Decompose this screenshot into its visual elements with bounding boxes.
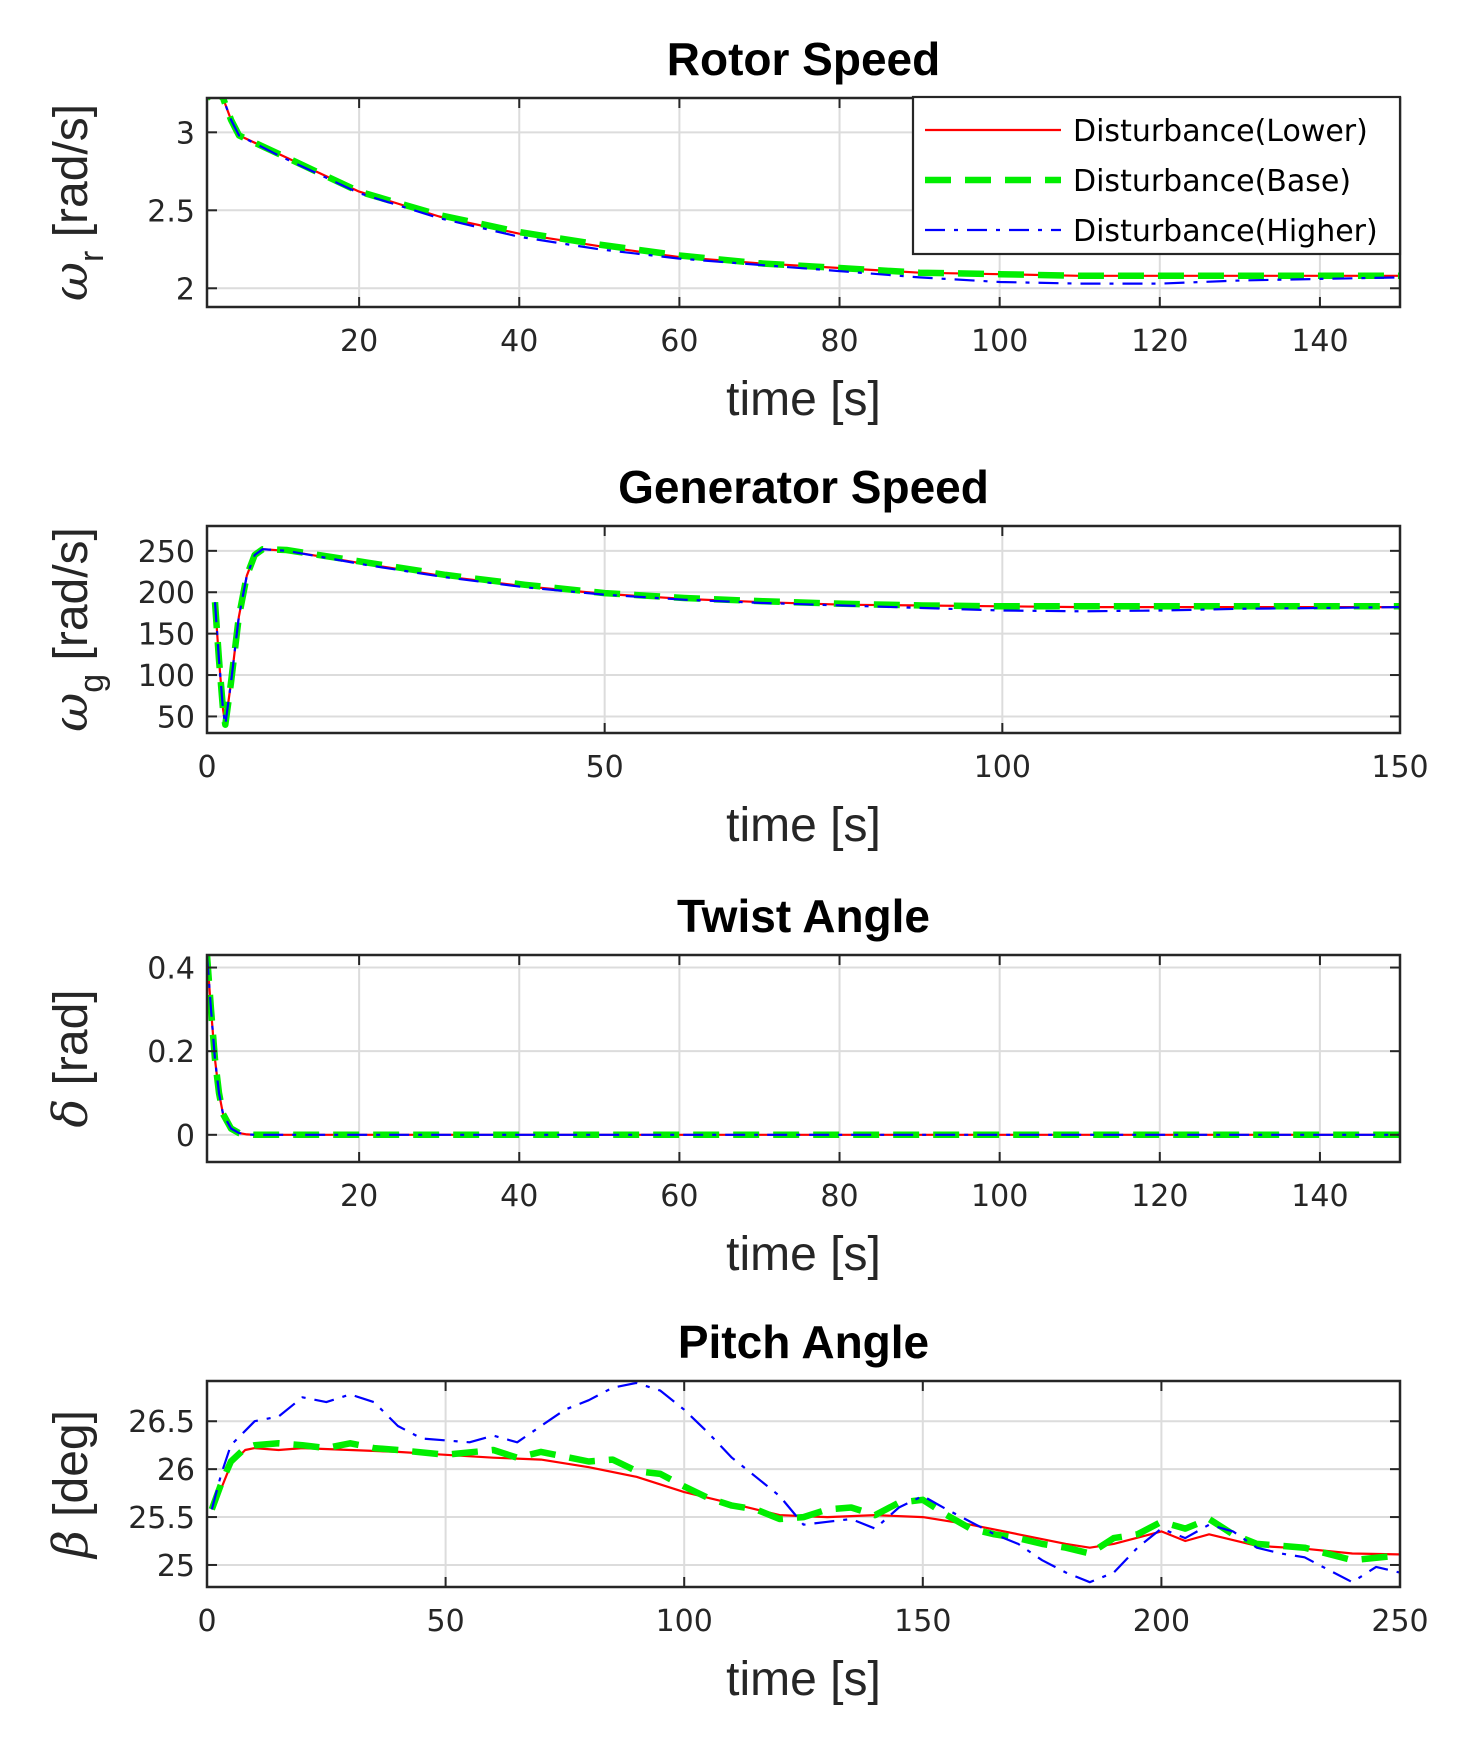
twist-angle-chart: Twist Angle 20 40 60 80 100 120 140 0 0.2 0.4 time…: [43, 890, 1402, 1281]
series-line-disturbance-base: [208, 1440, 1400, 1564]
y-tick-label: 2.5: [147, 194, 195, 229]
x-axis-label: time [s]: [726, 799, 881, 852]
generator-speed-chart: Generator Speed 0 50 100 15050100150200250t…: [43, 461, 1429, 852]
x-tick-label: 40: [500, 324, 538, 359]
y-tick-label: 25: [157, 1549, 195, 1584]
x-tick-label: 40: [500, 1179, 538, 1214]
y-tick-label: 200: [138, 576, 195, 611]
y-axis-unit: [rad/s]: [45, 104, 98, 251]
x-tick-label: 20: [340, 324, 378, 359]
series-line-disturbance-lower: [210, 1446, 1400, 1556]
x-tick-label: 100: [971, 1179, 1028, 1214]
plot-area: [207, 1381, 1400, 1587]
generator-speed-title: Generator Speed: [618, 461, 989, 513]
y-tick-label: 100: [138, 659, 195, 694]
y-tick-label: 3: [176, 116, 195, 151]
x-tick-label: 100: [656, 1604, 713, 1639]
x-axis-label: time [s]: [726, 373, 881, 426]
x-tick-label: 150: [894, 1604, 951, 1639]
plot-area: [207, 526, 1400, 733]
x-tick-label: 120: [1131, 324, 1188, 359]
legend-entry-label: Disturbance(Lower): [1073, 114, 1368, 149]
y-axis-unit: [rad]: [45, 989, 98, 1098]
y-tick-label: 26.5: [128, 1405, 195, 1440]
x-tick-label: 0: [197, 750, 216, 785]
pitch-angle-title: Pitch Angle: [678, 1316, 929, 1368]
series-line-disturbance-higher: [207, 98, 1400, 285]
x-tick-label: 100: [974, 750, 1031, 785]
y-axis-subscript: g: [73, 674, 111, 693]
y-axis-symbol: β: [43, 1530, 99, 1560]
x-tick-label: 200: [1133, 1604, 1190, 1639]
y-axis-label: ωr [rad/s]: [43, 104, 111, 301]
series-group: [208, 1381, 1400, 1584]
y-tick-label: 25.5: [128, 1501, 195, 1536]
x-axis-label: time [s]: [726, 1228, 881, 1281]
y-tick-label: 26: [157, 1453, 195, 1488]
legend: Disturbance(Lower) Disturbance(Base) Distu…: [911, 95, 1402, 256]
series-group: [207, 98, 1400, 285]
x-tick-label: 140: [1291, 1179, 1348, 1214]
series-line-disturbance-higher: [207, 955, 1400, 1136]
series-line-disturbance-higher: [213, 548, 1400, 726]
y-axis-label: β [deg]: [43, 1410, 99, 1560]
legend-entry-label: Disturbance(Base): [1073, 164, 1351, 199]
y-axis-unit: [rad/s]: [45, 527, 98, 674]
x-tick-label: 80: [820, 324, 858, 359]
series-line-disturbance-higher: [210, 1381, 1400, 1584]
rotor-speed-chart: Rotor Speed 20 40 60 80 100 120 140 2 2.5 3 time […: [43, 33, 1402, 426]
y-axis-subscript: r: [73, 251, 111, 262]
x-tick-label: 0: [197, 1604, 216, 1639]
x-tick-label: 50: [586, 750, 624, 785]
x-tick-label: 60: [660, 1179, 698, 1214]
rotor-speed-title: Rotor Speed: [667, 33, 940, 85]
y-tick-label: 2: [176, 272, 195, 307]
x-tick-label: 150: [1371, 750, 1428, 785]
x-tick-label: 140: [1291, 324, 1348, 359]
y-tick-label: 0.4: [147, 952, 195, 987]
series-group: [211, 545, 1400, 728]
y-axis-symbol: δ: [43, 1099, 99, 1128]
x-tick-label: 80: [820, 1179, 858, 1214]
x-tick-label: 20: [340, 1179, 378, 1214]
axes-frame: [205, 1379, 1402, 1589]
x-tick-label: 120: [1131, 1179, 1188, 1214]
twist-angle-title: Twist Angle: [677, 890, 930, 942]
y-tick-label: 150: [138, 618, 195, 653]
series-group: [207, 955, 1400, 1139]
y-axis-symbol: ω: [43, 262, 99, 301]
x-tick-label: 50: [427, 1604, 465, 1639]
y-axis-label: δ [rad]: [43, 989, 99, 1127]
x-axis-label: time [s]: [726, 1653, 881, 1706]
axes-frame: [205, 524, 1402, 735]
plot-area: [207, 955, 1400, 1162]
pitch-angle-chart: Pitch Angle 0 50 100 150 200 250 25 25.5 26 26.5 t…: [43, 1316, 1429, 1706]
x-tick-label: 60: [660, 324, 698, 359]
axes-frame: [205, 953, 1402, 1164]
legend-entry-label: Disturbance(Higher): [1073, 214, 1378, 249]
legend-box: [911, 95, 1402, 256]
x-tick-label: 250: [1371, 1604, 1428, 1639]
y-axis-label: ωg [rad/s]: [43, 527, 111, 732]
y-tick-label: 0: [176, 1119, 195, 1154]
y-tick-label: 250: [138, 535, 195, 570]
x-tick-label: 100: [971, 324, 1028, 359]
y-tick-label: 50: [157, 700, 195, 735]
y-tick-label: 0.2: [147, 1035, 195, 1070]
series-line-disturbance-base: [211, 545, 1400, 728]
y-axis-symbol: ω: [43, 693, 99, 732]
y-axis-unit: [deg]: [45, 1410, 98, 1530]
